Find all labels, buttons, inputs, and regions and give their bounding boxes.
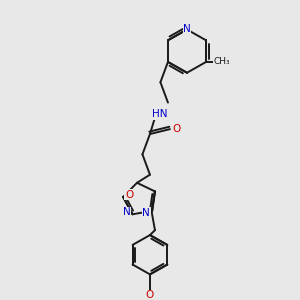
Text: O: O — [146, 290, 154, 300]
Text: O: O — [125, 190, 133, 200]
Text: CH₃: CH₃ — [214, 57, 230, 66]
Text: N: N — [183, 23, 191, 34]
Text: O: O — [173, 124, 181, 134]
Text: HN: HN — [152, 110, 168, 119]
Text: N: N — [142, 208, 150, 218]
Text: N: N — [123, 207, 130, 217]
